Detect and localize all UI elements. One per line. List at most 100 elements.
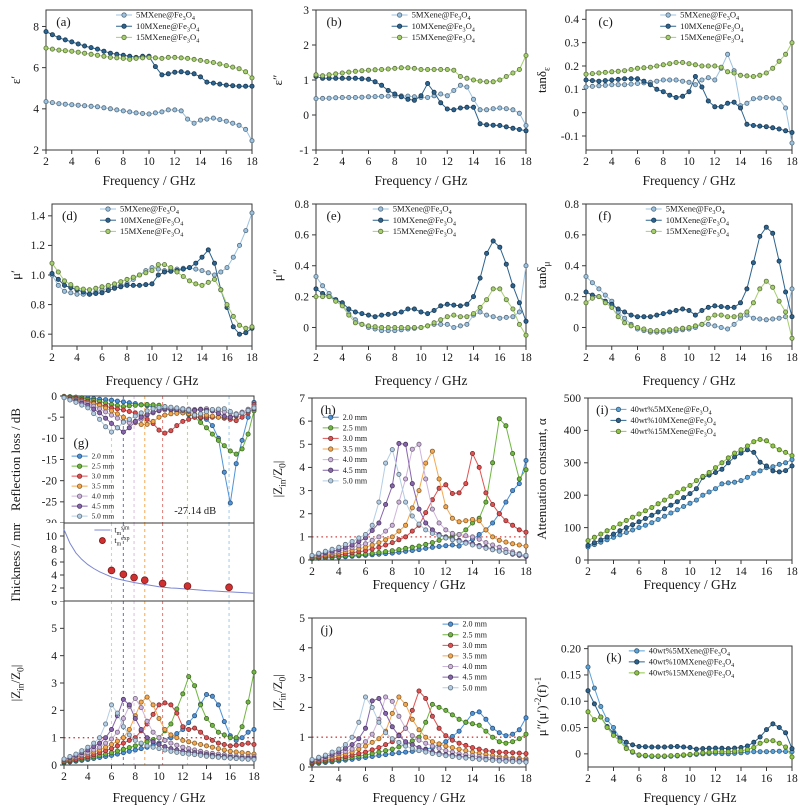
svg-text:3: 3	[303, 5, 309, 17]
svg-text:8: 8	[389, 566, 395, 578]
svg-text:6: 6	[99, 352, 105, 364]
panel-c-tan-delta-epsilon: 2 4 6 8 10 12 14 16 18 -0.1 0 0.1 0.2 0.3 0.4 5MXene@Fe…	[534, 0, 800, 190]
svg-text:16: 16	[221, 352, 233, 364]
svg-text:2: 2	[313, 156, 319, 168]
svg-text:4.0 mm: 4.0 mm	[343, 455, 368, 464]
svg-text:12: 12	[709, 352, 721, 364]
svg-text:16: 16	[494, 773, 506, 785]
svg-text:14: 14	[468, 352, 480, 364]
svg-text:0.4: 0.4	[295, 261, 310, 273]
svg-text:8: 8	[392, 156, 398, 168]
svg-text:μ″: μ″	[270, 269, 285, 281]
svg-text:14: 14	[468, 156, 480, 168]
svg-text:12: 12	[171, 352, 183, 364]
svg-text:ε″: ε″	[270, 75, 285, 86]
svg-text:4: 4	[33, 104, 39, 116]
svg-text:Attenuation constant, α: Attenuation constant, α	[534, 418, 549, 539]
svg-text:tanδε: tanδε	[534, 67, 553, 93]
svg-text:3.5 mm: 3.5 mm	[92, 482, 115, 491]
svg-text:0: 0	[299, 555, 305, 567]
svg-text:Frequency / GHz: Frequency / GHz	[644, 790, 737, 805]
svg-text:12: 12	[177, 771, 189, 783]
svg-text:10: 10	[683, 156, 695, 168]
svg-text:4: 4	[51, 650, 57, 662]
svg-text:3: 3	[51, 678, 57, 690]
svg-text:5MXene@Fe3O4: 5MXene@Fe3O4	[136, 10, 195, 22]
panel-b-epsilon-doubleprime: 2 4 6 8 10 12 14 16 18 -1 0 1 2 3 5MXene@Fe3O4 10MXene@…	[270, 0, 536, 190]
svg-text:18: 18	[786, 566, 798, 578]
svg-text:6: 6	[109, 771, 115, 783]
svg-text:6: 6	[635, 352, 641, 364]
svg-text:18: 18	[520, 156, 532, 168]
svg-text:10: 10	[413, 773, 425, 785]
svg-text:4: 4	[339, 156, 345, 168]
svg-text:1: 1	[51, 732, 57, 744]
svg-text:6: 6	[363, 773, 369, 785]
svg-text:|Zin/Z0|: |Zin/Z0|	[270, 674, 289, 711]
svg-text:μ′: μ′	[8, 270, 23, 280]
svg-text:6: 6	[636, 566, 642, 578]
svg-text:10MXene@Fe3O4: 10MXene@Fe3O4	[393, 215, 456, 227]
svg-text:14: 14	[201, 771, 213, 783]
svg-text:10: 10	[684, 773, 696, 785]
svg-text:2: 2	[309, 773, 315, 785]
svg-text:18: 18	[520, 773, 532, 785]
svg-text:(a): (a)	[56, 14, 70, 29]
svg-text:1.2: 1.2	[31, 240, 46, 252]
svg-text:400: 400	[564, 425, 582, 437]
svg-text:6: 6	[51, 601, 57, 608]
svg-text:Frequency / GHz: Frequency / GHz	[103, 173, 196, 188]
svg-text:16: 16	[761, 156, 773, 168]
svg-text:10MXene@Fe3O4: 10MXene@Fe3O4	[412, 21, 475, 33]
svg-text:(e): (e)	[327, 208, 341, 223]
svg-text:500: 500	[564, 393, 582, 405]
svg-text:0: 0	[575, 555, 581, 567]
svg-text:10: 10	[413, 566, 425, 578]
svg-text:(c): (c)	[598, 14, 612, 29]
svg-text:18: 18	[786, 773, 798, 785]
svg-text:Frequency / GHz: Frequency / GHz	[106, 373, 199, 388]
svg-text:10MXene@Fe3O4: 10MXene@Fe3O4	[666, 215, 729, 227]
svg-text:0: 0	[303, 322, 309, 334]
svg-text:8: 8	[120, 156, 126, 168]
svg-text:10MXene@Fe3O4: 10MXene@Fe3O4	[120, 215, 183, 227]
svg-text:40wt%5MXene@Fe3O4: 40wt%5MXene@Fe3O4	[630, 405, 711, 416]
svg-text:Frequency / GHz: Frequency / GHz	[643, 373, 736, 388]
svg-text:0.8: 0.8	[565, 199, 580, 211]
svg-text:4.5 mm: 4.5 mm	[343, 466, 368, 475]
svg-text:0: 0	[573, 322, 579, 334]
svg-text:3.0 mm: 3.0 mm	[92, 472, 115, 481]
svg-text:(j): (j)	[321, 622, 333, 637]
svg-text:Frequency / GHz: Frequency / GHz	[644, 577, 737, 592]
svg-text:tmexp: tmexp	[114, 536, 129, 547]
panel-g-impedance: 2 4 6 8 10 12 14 16 18 0 1 2 3 4 5 6 Frequency / GHz |Zin…	[8, 596, 262, 807]
svg-text:Frequency / GHz: Frequency / GHz	[375, 173, 468, 188]
svg-text:12: 12	[710, 566, 722, 578]
svg-text:16: 16	[761, 566, 773, 578]
svg-text:16: 16	[221, 156, 233, 168]
svg-text:-27.14 dB: -27.14 dB	[174, 506, 216, 517]
svg-text:40wt%15MXene@Fe3O4: 40wt%15MXene@Fe3O4	[630, 427, 715, 438]
svg-text:40wt%5MXene@Fe3O4: 40wt%5MXene@Fe3O4	[649, 647, 730, 658]
svg-text:18: 18	[248, 771, 260, 783]
svg-text:Frequency / GHz: Frequency / GHz	[373, 790, 466, 805]
svg-text:4: 4	[69, 156, 75, 168]
svg-text:10: 10	[143, 156, 155, 168]
svg-text:2.0 mm: 2.0 mm	[92, 452, 115, 461]
svg-text:0.8: 0.8	[31, 299, 46, 311]
panel-g-reflection-loss: 0-5-10-15-20-25-302.0 mm2.5 mm3.0 mm3.5 …	[8, 390, 262, 530]
svg-text:8: 8	[51, 544, 57, 556]
svg-text:5: 5	[299, 613, 305, 625]
svg-text:8: 8	[132, 771, 138, 783]
svg-text:2.5 mm: 2.5 mm	[463, 630, 488, 639]
svg-text:16: 16	[494, 566, 506, 578]
svg-text:4: 4	[611, 566, 617, 578]
svg-text:300: 300	[564, 458, 582, 470]
svg-text:2: 2	[299, 509, 305, 521]
svg-text:|Zin/Z0|: |Zin/Z0|	[270, 461, 289, 498]
svg-text:0.05: 0.05	[561, 722, 581, 734]
svg-text:2: 2	[51, 583, 57, 595]
panel-i-attenuation-constant: 2 4 6 8 10 12 14 16 18 0 100 200 300 400 500 40wt%5MXen…	[534, 390, 800, 594]
svg-text:15MXene@Fe3O4: 15MXene@Fe3O4	[666, 226, 729, 238]
